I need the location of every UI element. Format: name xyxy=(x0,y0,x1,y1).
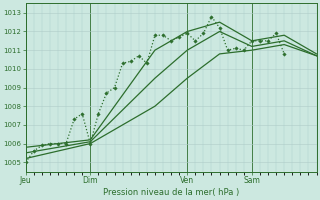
X-axis label: Pression niveau de la mer( hPa ): Pression niveau de la mer( hPa ) xyxy=(103,188,239,197)
